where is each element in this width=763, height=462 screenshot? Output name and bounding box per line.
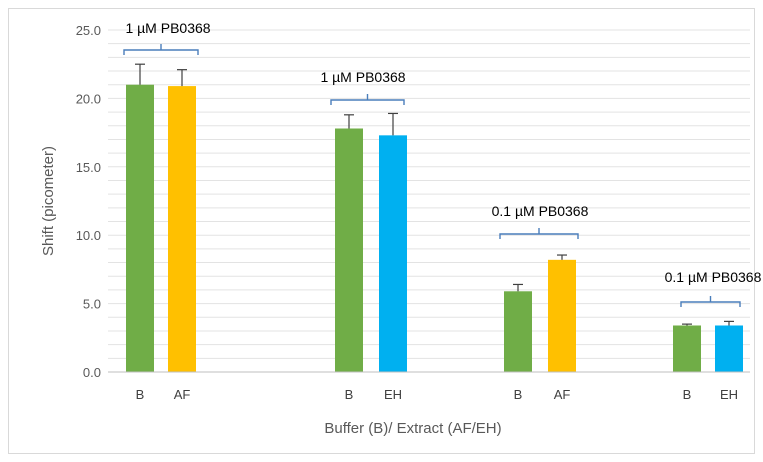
group-annotations: 1 µM PB0368 1 µM PB0368 0.1 µM PB0368 0.1 µ… [123, 20, 762, 307]
group-bracket [330, 94, 405, 105]
category-label: B [683, 387, 692, 402]
y-tick-label: 25.0 [76, 23, 101, 38]
category-label: AF [174, 387, 191, 402]
bar [335, 128, 363, 372]
y-tick-label: 5.0 [83, 297, 101, 312]
group-annotation: 1 µM PB0368 [125, 20, 210, 36]
y-tick-label: 20.0 [76, 91, 101, 106]
bar [379, 135, 407, 372]
gridlines [108, 29, 750, 373]
bar [548, 259, 576, 372]
category-label: EH [720, 387, 738, 402]
y-tick-labels: 0.0 5.0 10.0 15.0 20.0 25.0 [76, 23, 101, 380]
category-label: B [136, 387, 145, 402]
group-annotation: 0.1 µM PB0368 [492, 203, 589, 219]
y-tick-label: 10.0 [76, 228, 101, 243]
y-tick-label: 15.0 [76, 160, 101, 175]
group-annotation: 1 µM PB0368 [320, 69, 405, 85]
category-label: B [345, 387, 354, 402]
bar [126, 84, 154, 372]
x-axis-title: Buffer (B)/ Extract (AF/EH) [324, 420, 501, 437]
category-label: EH [384, 387, 402, 402]
error-bars [135, 63, 734, 326]
y-axis-title: Shift (picometer) [40, 146, 57, 256]
category-labels: B AF B EH B AF B EH [136, 387, 738, 402]
bar [715, 325, 743, 372]
bar [168, 86, 196, 372]
group-bracket [680, 296, 741, 307]
bar [504, 291, 532, 372]
category-label: B [514, 387, 523, 402]
y-tick-label: 0.0 [83, 365, 101, 380]
category-label: AF [554, 387, 571, 402]
bars [126, 84, 743, 372]
bar [673, 325, 701, 372]
group-bracket [123, 44, 199, 55]
group-bracket [499, 228, 579, 239]
group-annotation: 0.1 µM PB0368 [665, 269, 762, 285]
